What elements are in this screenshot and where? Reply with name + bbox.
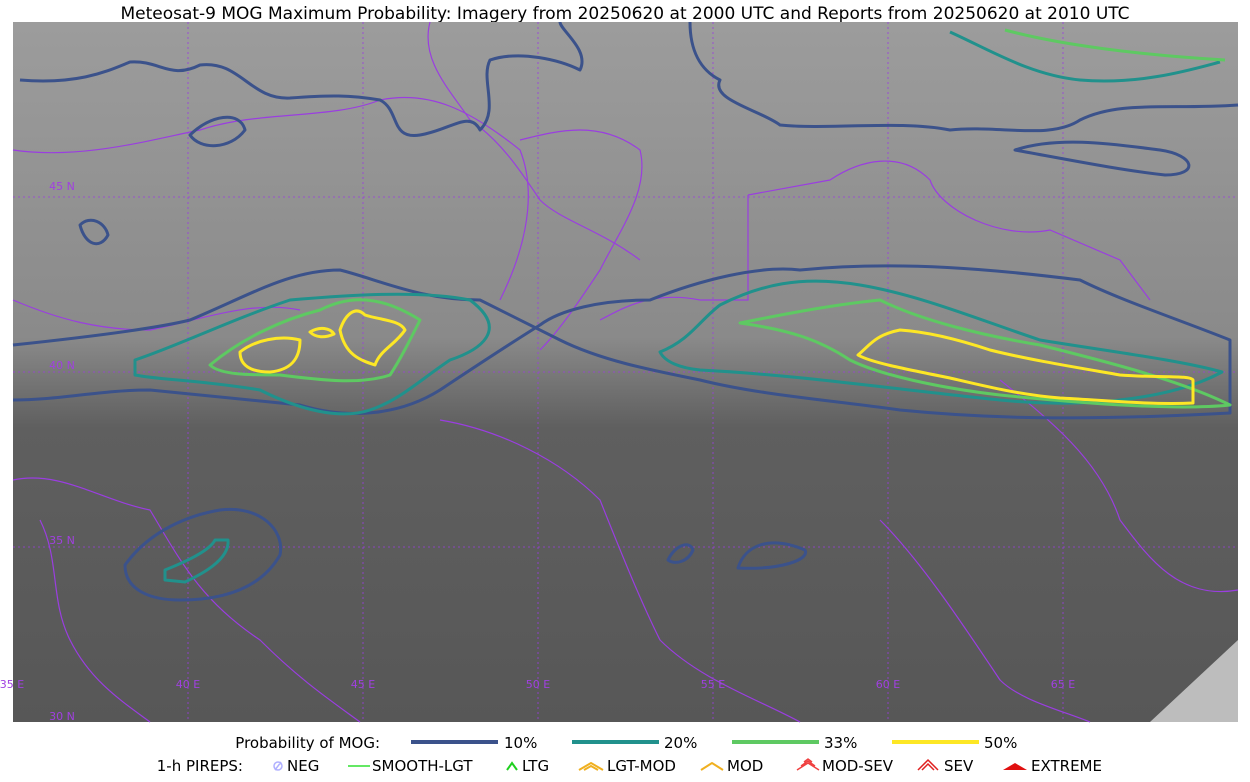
mog-legend-label: Probability of MOG:	[235, 734, 380, 752]
pirep-entry: SMOOTH-LGT	[372, 757, 473, 775]
longitude-label: 40 E	[176, 678, 200, 691]
longitude-label: 65 E	[1051, 678, 1075, 691]
pirep-icon	[506, 761, 518, 771]
longitude-label: 35 E	[0, 678, 24, 691]
legend-entry: 50%	[984, 734, 1017, 752]
pirep-entry: MOD-SEV	[822, 757, 894, 775]
pirep-entry: NEG	[287, 757, 319, 775]
bright-cloud	[1150, 640, 1238, 722]
longitude-label: 55 E	[701, 678, 725, 691]
legend-entry: 10%	[504, 734, 537, 752]
longitude-label: 45 E	[351, 678, 375, 691]
legend-entry: 20%	[664, 734, 697, 752]
pirep-legend-label: 1-h PIREPS:	[157, 757, 243, 775]
longitude-label: 60 E	[876, 678, 900, 691]
latitude-label: 40 N	[49, 359, 75, 372]
graticule	[13, 22, 1238, 722]
legend-entry: 33%	[824, 734, 857, 752]
pirep-icon	[1003, 763, 1027, 770]
pirep-icon	[700, 761, 724, 771]
contours	[12, 21, 1239, 602]
pirep-icon	[796, 758, 820, 771]
longitude-label: 50 E	[526, 678, 550, 691]
title: Meteosat-9 MOG Maximum Probability: Imag…	[120, 4, 1129, 24]
map: 45 N 40 N 35 N 30 N 35 E 40 E 45 E 50 E …	[0, 21, 1239, 723]
pirep-entry: SEV	[944, 757, 974, 775]
grid-labels: 45 N 40 N 35 N 30 N 35 E 40 E 45 E 50 E …	[0, 180, 1075, 723]
latitude-label: 45 N	[49, 180, 75, 193]
pirep-icon	[273, 761, 283, 771]
borders	[12, 21, 1239, 723]
pirep-entry: EXTREME	[1031, 757, 1102, 775]
legend: Probability of MOG: 10% 20% 33% 50% 1-h …	[157, 734, 1102, 775]
pirep-icon	[917, 758, 939, 771]
pirep-entry: LTG	[522, 757, 549, 775]
pirep-entry: MOD	[727, 757, 763, 775]
latitude-label: 35 N	[49, 534, 75, 547]
pirep-entry: LGT-MOD	[607, 757, 676, 775]
latitude-label: 30 N	[49, 710, 75, 723]
pirep-icon	[578, 761, 604, 771]
